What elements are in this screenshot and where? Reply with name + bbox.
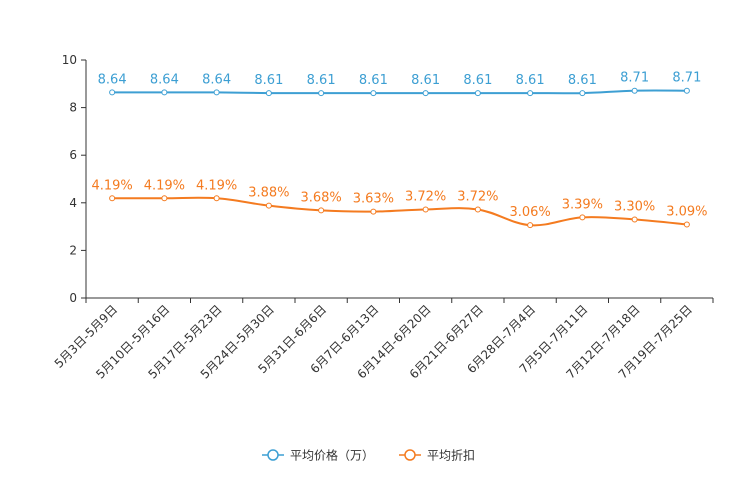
data-point <box>213 89 220 96</box>
data-label: 4.19% <box>196 178 237 193</box>
data-label: 3.72% <box>405 189 446 204</box>
data-label: 3.39% <box>562 197 603 212</box>
y-tick-label: 6 <box>69 148 77 162</box>
series-line-1 <box>112 196 687 227</box>
legend-item-1[interactable]: 平均折扣 <box>399 448 475 463</box>
data-point <box>161 89 168 96</box>
legend-marker-icon <box>404 449 416 461</box>
data-label: 3.88% <box>248 186 289 201</box>
data-label: 8.64 <box>150 72 179 87</box>
y-axis: 0 2 4 6 8 10 <box>62 53 87 305</box>
data-label: 3.63% <box>353 192 394 207</box>
data-label: 3.72% <box>457 189 498 204</box>
data-label: 8.61 <box>359 73 388 88</box>
data-point <box>422 206 429 213</box>
data-point <box>474 206 481 213</box>
data-point <box>631 216 638 223</box>
legend-label: 平均价格（万） <box>290 448 374 463</box>
data-label: 8.61 <box>411 73 440 88</box>
data-point <box>683 87 690 94</box>
data-label: 4.19% <box>91 178 132 193</box>
data-label: 8.61 <box>516 73 545 88</box>
data-point <box>370 208 377 215</box>
data-point <box>109 195 116 202</box>
data-label: 8.71 <box>672 71 701 86</box>
y-tick-label: 4 <box>69 196 77 210</box>
data-label: 8.61 <box>307 73 336 88</box>
data-label: 8.61 <box>254 73 283 88</box>
data-point <box>579 214 586 221</box>
data-label: 8.71 <box>620 71 649 86</box>
y-tick-label: 10 <box>62 53 77 67</box>
legend-item-0[interactable]: 平均价格（万） <box>262 448 374 463</box>
data-label: 8.64 <box>98 72 127 87</box>
data-point <box>213 195 220 202</box>
data-label: 4.19% <box>144 178 185 193</box>
data-point <box>474 90 481 97</box>
data-label: 3.09% <box>666 204 707 219</box>
data-label: 3.68% <box>300 190 341 205</box>
legend-marker-icon <box>267 449 279 461</box>
data-point <box>579 90 586 97</box>
series-line-0 <box>112 89 687 95</box>
legend-label: 平均折扣 <box>427 448 475 463</box>
data-label: 8.61 <box>463 73 492 88</box>
data-point <box>527 90 534 97</box>
legend[interactable]: 平均价格（万） 平均折扣 <box>262 448 475 463</box>
data-label: 3.30% <box>614 199 655 214</box>
data-point <box>631 87 638 94</box>
data-point <box>318 207 325 214</box>
y-tick-label: 8 <box>69 101 77 115</box>
data-point <box>265 90 272 97</box>
data-point <box>683 221 690 228</box>
data-label: 8.61 <box>568 73 597 88</box>
data-point <box>527 222 534 229</box>
x-axis: 5月3日-5月9日5月10日-5月16日5月17日-5月23日5月24日-5月3… <box>52 297 714 382</box>
data-point <box>161 195 168 202</box>
data-point <box>370 90 377 97</box>
data-label: 3.06% <box>509 205 550 220</box>
data-label: 8.64 <box>202 72 231 87</box>
series-layer: 8.64 8.64 8.64 8.61 8.61 8.61 8.61 8.61 8.61 8.61… <box>91 71 708 229</box>
y-tick-label: 0 <box>69 291 77 305</box>
data-point <box>422 90 429 97</box>
data-point <box>265 202 272 209</box>
data-point <box>109 89 116 96</box>
y-tick-label: 2 <box>69 243 77 257</box>
data-point <box>318 90 325 97</box>
